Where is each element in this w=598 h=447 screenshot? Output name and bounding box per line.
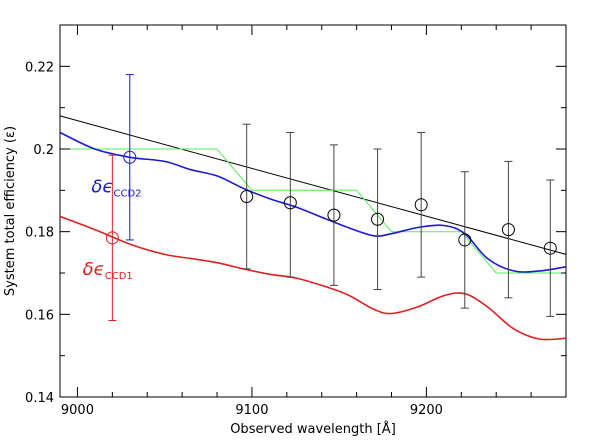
ticks-layer: 9000 9100 9200 0.14 0.16 0.18 0.2 0.22 — [25, 24, 567, 418]
point-marker — [414, 198, 428, 212]
y-axis-label: System total efficiency (ε) — [3, 126, 18, 296]
black-data-point — [327, 144, 341, 286]
green-step-line — [60, 148, 566, 274]
y-tick-label: 0.14 — [25, 391, 54, 406]
point-marker — [105, 231, 119, 245]
point-marker — [123, 150, 137, 164]
y-tick-label: 0.22 — [25, 60, 54, 75]
black-data-point — [371, 148, 385, 291]
y-tick-label: 0.16 — [25, 308, 54, 323]
x-tick-label: 9100 — [235, 403, 268, 418]
point-marker — [371, 212, 385, 226]
lines-layer — [59, 115, 567, 341]
black-data-point — [501, 160, 515, 299]
point-marker — [543, 241, 557, 255]
point-marker — [501, 223, 515, 237]
black-data-point — [283, 131, 297, 278]
blue-data-point — [123, 74, 137, 241]
black-trend-line — [59, 115, 567, 255]
y-tick-label: 0.2 — [33, 143, 54, 158]
x-axis-label: Observed wavelength [Å] — [230, 421, 396, 437]
point-marker — [327, 208, 341, 222]
blue-efficiency-curve — [59, 131, 567, 273]
point-marker — [283, 196, 297, 210]
y-tick-label: 0.18 — [25, 226, 54, 241]
point-marker — [240, 190, 254, 204]
annotation-ccd2: δϵCCD2 — [91, 176, 141, 199]
black-data-point — [414, 131, 428, 278]
x-tick-label: 9200 — [410, 403, 443, 418]
annotations-layer: δϵCCD2 δϵCCD1 — [83, 176, 142, 282]
red-data-point — [105, 154, 119, 322]
plot-frame — [59, 24, 567, 398]
red-efficiency-curve — [59, 215, 567, 341]
black-data-point — [543, 179, 557, 317]
black-data-point — [458, 171, 472, 309]
point-marker — [458, 233, 472, 247]
points-layer — [105, 74, 557, 322]
x-tick-label: 9000 — [61, 403, 94, 418]
annotation-ccd1: δϵCCD1 — [83, 259, 133, 282]
black-data-point — [240, 123, 254, 270]
